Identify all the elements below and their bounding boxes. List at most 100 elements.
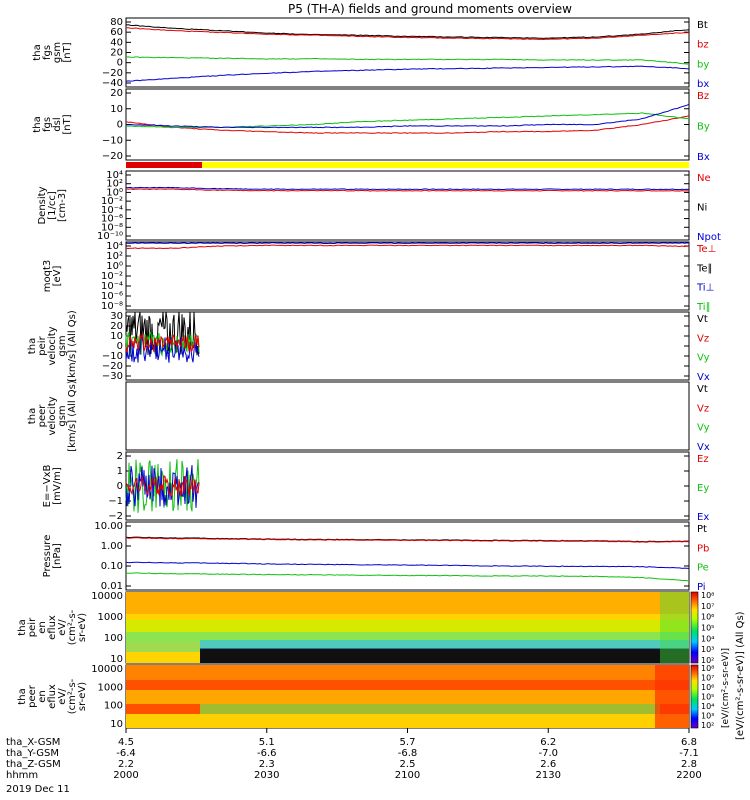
x-tick-label: 4.5 [118,737,134,748]
series-line [125,115,690,134]
y-tick-label: 60 [110,27,123,38]
y-tick-label: 10⁰ [106,261,123,272]
mode-bar-segment [202,162,689,168]
y-tick-label: 1000 [98,612,123,623]
x-tick-label: 6.2 [540,737,556,748]
legend-entry: Bz [697,91,709,102]
x-tick-label: 5.7 [400,737,416,748]
y-axis-label: en [37,621,48,634]
colorbar-tick-label: 10⁴ [701,634,714,643]
y-tick-label: 10⁻⁶ [101,291,123,302]
x-tick-label: 2.6 [540,759,556,770]
y-axis-label: [1/cc] [47,191,58,220]
y-tick-label: 80 [110,17,123,28]
y-tick-label: 10⁻⁸ [101,301,123,312]
y-axis-label: eV/ [57,688,68,705]
colorbar-peer [690,664,699,729]
legend-entry: Vy [697,353,710,364]
legend-entry: by [697,59,709,70]
x-tick-label: 2.3 [259,759,275,770]
legend-entry: Bt [697,20,708,31]
panel-frame [125,311,690,381]
spectrogram-peir [126,592,689,663]
legend-entry: bz [697,40,709,51]
x-tick-label: 2130 [536,770,561,781]
colorbar-peir [690,591,699,664]
series-line [125,465,200,508]
legend-entry: Vt [697,384,708,395]
panel-frame [125,170,690,241]
y-tick-label: 10⁻⁴ [101,281,123,292]
legend-entry: Pe [697,563,709,574]
x-tick-label: -7.1 [679,748,699,759]
y-axis-label: peir [27,617,38,637]
y-axis-label: (cm²-s- [67,609,78,645]
series-line [126,27,690,41]
y-tick-label: 20 [110,321,123,332]
colorbar-tick-label: 10⁵ [701,693,714,702]
date-label: 2019 Dec 11 [6,784,70,795]
colorbar-label: [eV/(cm²-s-sr-eV)] [721,648,731,728]
y-tick-label: 10000 [91,664,123,675]
y-axis-label: en [37,690,48,703]
colorbar-tick-label: 10⁸ [701,664,714,673]
colorbar-tick-label: 10⁸ [701,591,714,600]
y-axis-label: peir [37,335,48,355]
series-line [125,475,200,497]
legend-entry: Vy [697,423,710,434]
y-tick-label: 10⁻² [101,271,123,282]
y-tick-label: −10 [102,135,123,146]
y-tick-label: 10² [106,251,123,262]
y-tick-label: 10⁻⁶ [101,214,123,225]
y-axis-label: peer [27,684,38,708]
legend-entry: Npot [697,232,721,243]
y-tick-label: 100 [104,701,123,712]
y-tick-label: 2 [117,451,123,462]
legend-entry: Bx [697,152,710,163]
y-tick-label: −30 [102,371,123,382]
y-axis-label: gsm [57,405,68,426]
y-axis-label: eflux [47,615,58,640]
y-axis-label: tha [17,688,28,704]
legend-entry: Te⊥ [696,244,716,255]
y-tick-label: −20 [102,68,123,79]
y-axis-label: fgs [42,45,53,60]
y-tick-label: 40 [110,37,123,48]
legend-entry: Ti∥ [696,302,711,313]
legend-entry: Vz [697,333,709,344]
legend-entry: Vx [697,372,710,383]
y-tick-label: 10 [110,654,123,665]
series-line [125,311,200,357]
y-tick-label: −10 [102,351,123,362]
x-tick-label: 5.1 [259,737,275,748]
y-tick-label: 20 [110,88,123,99]
legend-entry: By [697,122,710,133]
spectrogram-peer [126,665,689,728]
x-tick-label: -6.4 [116,748,136,759]
x-tick-label: 2.5 [400,759,416,770]
y-axis-label: dsl [52,117,63,131]
colorbar-tick-label: 10³ [701,645,714,654]
panel-frame [125,521,690,591]
colorbar-tick-label: 10⁴ [701,702,714,711]
y-axis-label: tha [32,116,43,132]
y-axis-label: sr-eV) [77,613,88,642]
y-tick-label: 10.00 [94,521,123,532]
y-axis-label: [cm-3] [57,189,68,222]
y-axis-label: [km/s] (All Qs) [67,310,78,382]
series-line [125,333,200,353]
y-tick-label: 10⁻⁴ [101,205,123,216]
y-tick-label: −2 [108,511,123,522]
x-tick-label: -6.8 [398,748,418,759]
legend-entry: Pb [697,543,709,554]
y-tick-label: 0.01 [101,581,123,592]
series-line [125,112,689,129]
series-line [125,242,690,245]
legend-entry: Ti⊥ [696,283,714,294]
series-line [126,186,690,191]
y-axis-label: [eV] [52,266,63,287]
y-axis-label: velocity [47,396,58,435]
y-axis-label: eflux [47,684,58,709]
panel-frame [125,381,690,451]
